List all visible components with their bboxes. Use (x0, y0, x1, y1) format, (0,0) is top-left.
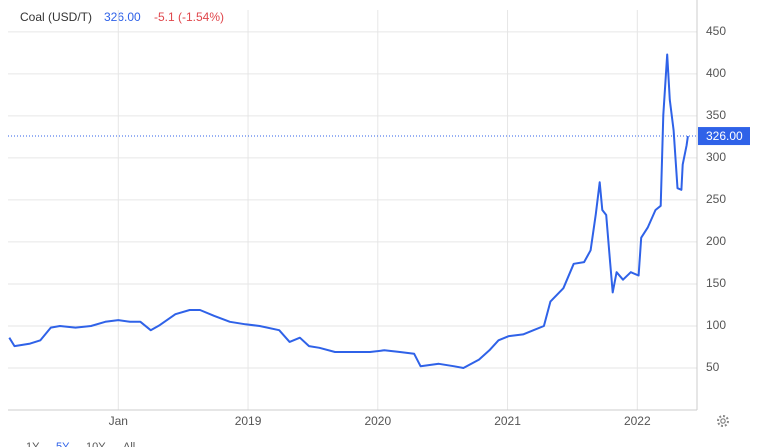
last-price-badge (698, 127, 750, 146)
range-button[interactable]: 10Y (86, 441, 106, 447)
x-tick-label: 2019 (235, 414, 262, 428)
change: -5.1 (-1.54%) (154, 10, 224, 24)
y-tick-label: 450 (706, 24, 726, 38)
range-button[interactable]: All (123, 441, 135, 447)
x-tick-label: 2021 (494, 414, 521, 428)
price: 326.00 (104, 10, 141, 24)
y-tick-label: 300 (706, 150, 726, 164)
y-tick-label: 50 (706, 360, 720, 374)
y-tick-label: 150 (706, 276, 726, 290)
x-tick-label: 2020 (364, 414, 391, 428)
settings-icon[interactable] (717, 415, 729, 427)
y-tick-label: 350 (706, 108, 726, 122)
y-tick-label: 400 (706, 66, 726, 80)
x-tick-label: Jan (109, 414, 128, 428)
range-button[interactable]: 5Y (56, 441, 70, 447)
price-line (8, 53, 689, 369)
chart-title: Coal (USD/T) (20, 10, 92, 24)
range-button[interactable]: 1Y (26, 441, 40, 447)
y-tick-label: 200 (706, 234, 726, 248)
y-tick-label: 100 (706, 318, 726, 332)
x-tick-label: 2022 (624, 414, 651, 428)
y-tick-label: 250 (706, 192, 726, 206)
last-price-label: 326.00 (706, 129, 743, 143)
